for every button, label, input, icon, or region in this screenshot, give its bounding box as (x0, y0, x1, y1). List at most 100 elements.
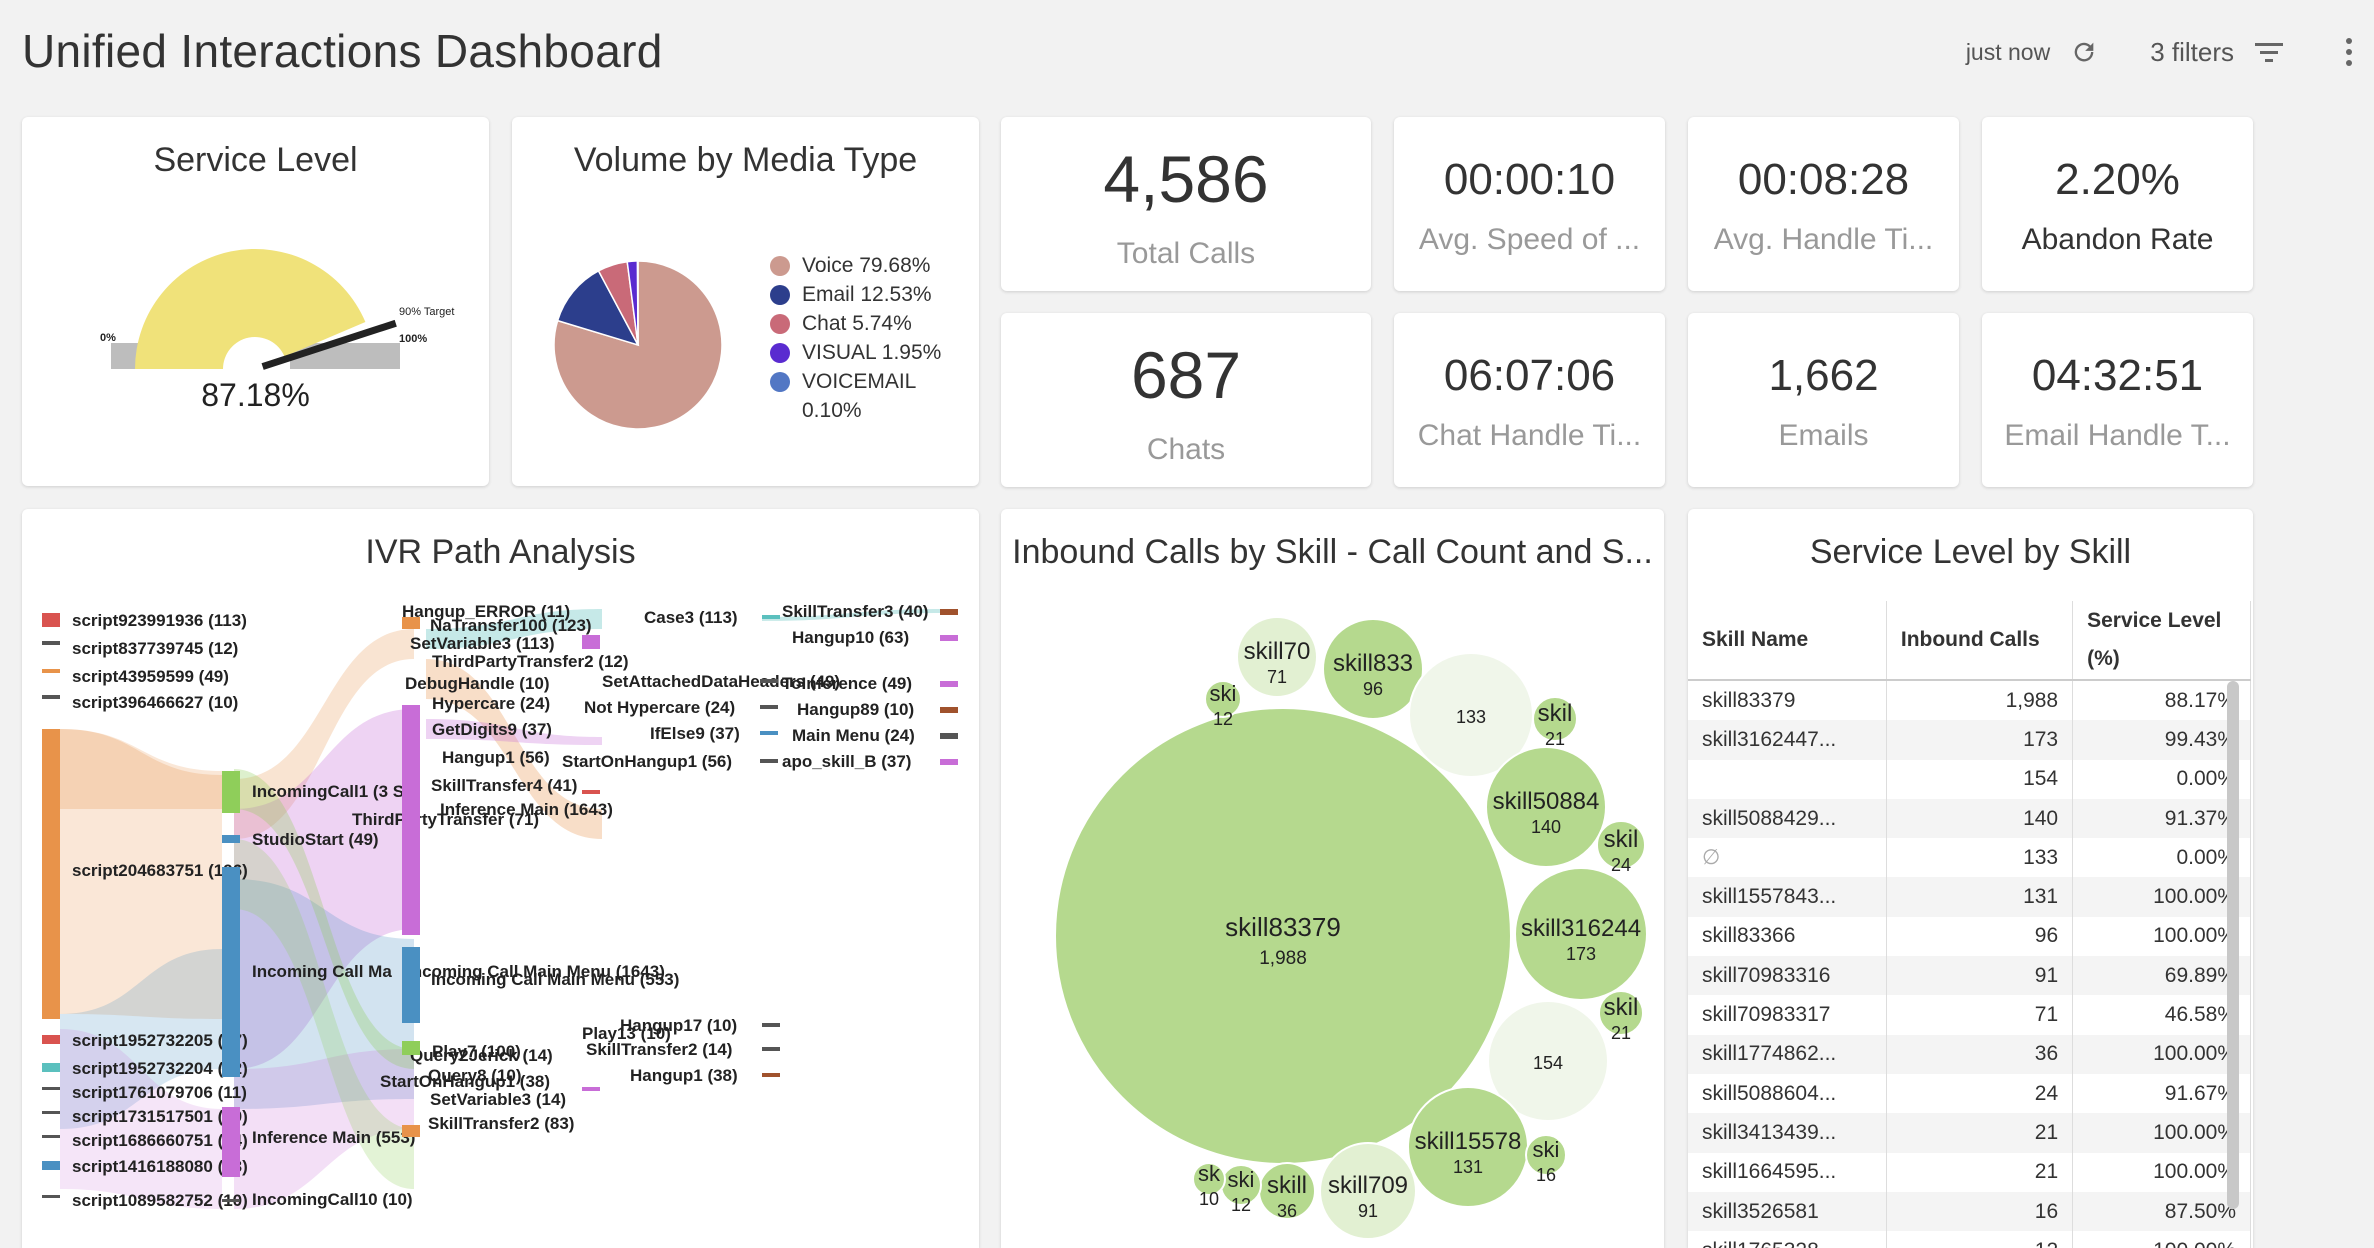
col-inbound-calls[interactable]: Inbound Calls (1886, 601, 2074, 681)
skill-bubble[interactable] (1204, 680, 1242, 718)
skill-bubble[interactable] (1525, 1134, 1567, 1176)
table-row[interactable]: 154 0.00% (1688, 759, 2251, 799)
sankey-node[interactable] (940, 759, 958, 765)
sankey-node[interactable] (222, 1107, 240, 1177)
total-calls-value: 4,586 (1103, 142, 1269, 216)
sankey-node[interactable] (760, 679, 778, 683)
cell-skill-name: skill70983317 (1688, 995, 1887, 1035)
avg-speed-label: Avg. Speed of ... (1418, 223, 1641, 256)
sankey-node[interactable] (582, 790, 600, 794)
skill-bubble[interactable] (1236, 616, 1318, 698)
table-row[interactable]: skill70983317 71 46.58% (1688, 995, 2251, 1035)
sankey-node-label: DebugHandle (10) (405, 674, 550, 693)
legend-item[interactable]: Voice 79.68% (770, 251, 970, 280)
table-row[interactable]: skill1664595... 21 100.00% (1688, 1152, 2251, 1192)
sankey-node[interactable] (940, 681, 958, 687)
sankey-node[interactable] (760, 731, 778, 735)
sankey-node[interactable] (42, 613, 60, 627)
table-row[interactable]: skill3526581 16 87.50% (1688, 1191, 2251, 1232)
sankey-node[interactable] (42, 1111, 60, 1114)
table-row[interactable]: skill1557843... 131 100.00% (1688, 877, 2251, 917)
table-row[interactable]: skill70983316 91 69.89% (1688, 956, 2251, 996)
sankey-node[interactable] (762, 1023, 780, 1027)
kpi-chats: 687 Chats (1001, 313, 1371, 487)
sankey-node[interactable] (222, 1199, 240, 1202)
bubble-count-label: 140 (1531, 817, 1561, 837)
legend-item[interactable]: Email 12.53% (770, 280, 970, 309)
sankey-node[interactable] (402, 705, 420, 935)
table-scrollbar[interactable] (2227, 681, 2239, 1209)
pie-slice-voicemail[interactable] (636, 260, 639, 346)
sankey-node[interactable] (940, 609, 958, 615)
sankey-node[interactable] (762, 615, 780, 619)
filters-button[interactable]: 3 filters (2150, 36, 2234, 67)
sankey-node[interactable] (222, 835, 240, 843)
cell-skill-name: skill83366 (1688, 916, 1887, 957)
sankey-node[interactable] (42, 1063, 60, 1072)
table-row[interactable]: skill5088604... 24 91.67% (1688, 1073, 2251, 1114)
skill-bubble[interactable] (1598, 990, 1644, 1036)
sankey-node[interactable] (940, 733, 958, 739)
table-row[interactable]: skill3162447... 173 99.43% (1688, 720, 2251, 760)
cell-inbound-calls: 1,988 (1886, 680, 2074, 721)
sankey-node[interactable] (760, 705, 778, 709)
sankey-node[interactable] (760, 759, 778, 763)
sankey-node[interactable] (42, 641, 60, 645)
skill-bubble[interactable] (1322, 618, 1424, 720)
sankey-node[interactable] (402, 617, 420, 629)
legend-item[interactable]: Chat 5.74% (770, 309, 970, 338)
skill-bubble[interactable] (1192, 1162, 1226, 1196)
vertical-dots-icon[interactable] (2344, 37, 2354, 67)
sankey-node[interactable] (42, 695, 60, 699)
sankey-node[interactable] (402, 1041, 420, 1055)
sankey-node[interactable] (42, 1195, 60, 1198)
skill-bubble[interactable] (1514, 867, 1648, 1001)
legend-item[interactable]: VISUAL 1.95% (770, 338, 970, 367)
refresh-icon[interactable] (2070, 38, 2098, 66)
cell-skill-name: skill3526581 (1688, 1191, 1887, 1232)
sankey-node[interactable] (940, 707, 958, 713)
emails-value: 1,662 (1768, 351, 1879, 400)
table-row[interactable]: skill1765328...12100.00% (1688, 1231, 2251, 1248)
sankey-node[interactable] (222, 771, 240, 813)
skill-bubble[interactable] (1319, 1142, 1417, 1240)
table-row[interactable]: skill83379 1,988 88.17% (1688, 680, 2251, 721)
col-service-level[interactable]: Service Level (%) (2072, 601, 2251, 681)
sankey-node[interactable] (42, 669, 60, 673)
sankey-node-label: StartOnHangup1 (56) (562, 752, 732, 771)
sankey-node[interactable] (940, 635, 958, 641)
chat-handle-value: 06:07:06 (1443, 351, 1616, 400)
sankey-node[interactable] (42, 1135, 60, 1138)
table-row[interactable]: skill83366 96 100.00% (1688, 916, 2251, 957)
sankey-node[interactable] (402, 1125, 420, 1137)
cell-inbound-calls: 21 (1886, 1152, 2074, 1192)
pie-slice-email[interactable] (556, 269, 640, 347)
col-skill-name[interactable]: Skill Name (1688, 601, 1887, 681)
table-row[interactable]: ∅ 133 0.00% (1688, 838, 2251, 878)
skill-table: Skill Name Inbound Calls Service Level (… (1688, 601, 2251, 1248)
sankey-node[interactable] (582, 1087, 600, 1091)
filter-lines-icon[interactable] (2254, 40, 2284, 64)
sankey-node[interactable] (402, 947, 420, 1023)
sankey-node[interactable] (42, 1035, 60, 1044)
media-pie-chart (553, 260, 723, 430)
skill-bubble[interactable] (1596, 820, 1646, 870)
table-row[interactable]: skill3413439... 21 100.00% (1688, 1113, 2251, 1153)
sankey-node[interactable] (42, 1087, 60, 1090)
skill-bubble[interactable] (1485, 746, 1607, 868)
volume-by-media-card: Volume by Media Type Voice 79.68% Email 1… (512, 117, 979, 486)
legend-item[interactable]: VOICEMAIL 0.10% (770, 367, 970, 425)
sankey-node-label: Hangup1 (56) (442, 748, 550, 767)
sankey-node[interactable] (42, 1161, 60, 1170)
table-row[interactable]: skill5088429... 140 91.37% (1688, 798, 2251, 839)
skill-bubble[interactable] (1487, 1000, 1609, 1122)
skill-bubble[interactable] (1532, 696, 1578, 742)
sankey-node[interactable] (42, 729, 60, 1019)
sankey-node[interactable] (762, 1047, 780, 1051)
sankey-node[interactable] (222, 867, 240, 1077)
sankey-node[interactable] (582, 635, 600, 649)
table-scrollbar-thumb[interactable] (2227, 681, 2239, 1209)
table-row[interactable]: skill1774862... 36 100.00% (1688, 1034, 2251, 1074)
sankey-node[interactable] (762, 1073, 780, 1077)
sankey-node-label: Inference Main (1643) (440, 800, 613, 819)
